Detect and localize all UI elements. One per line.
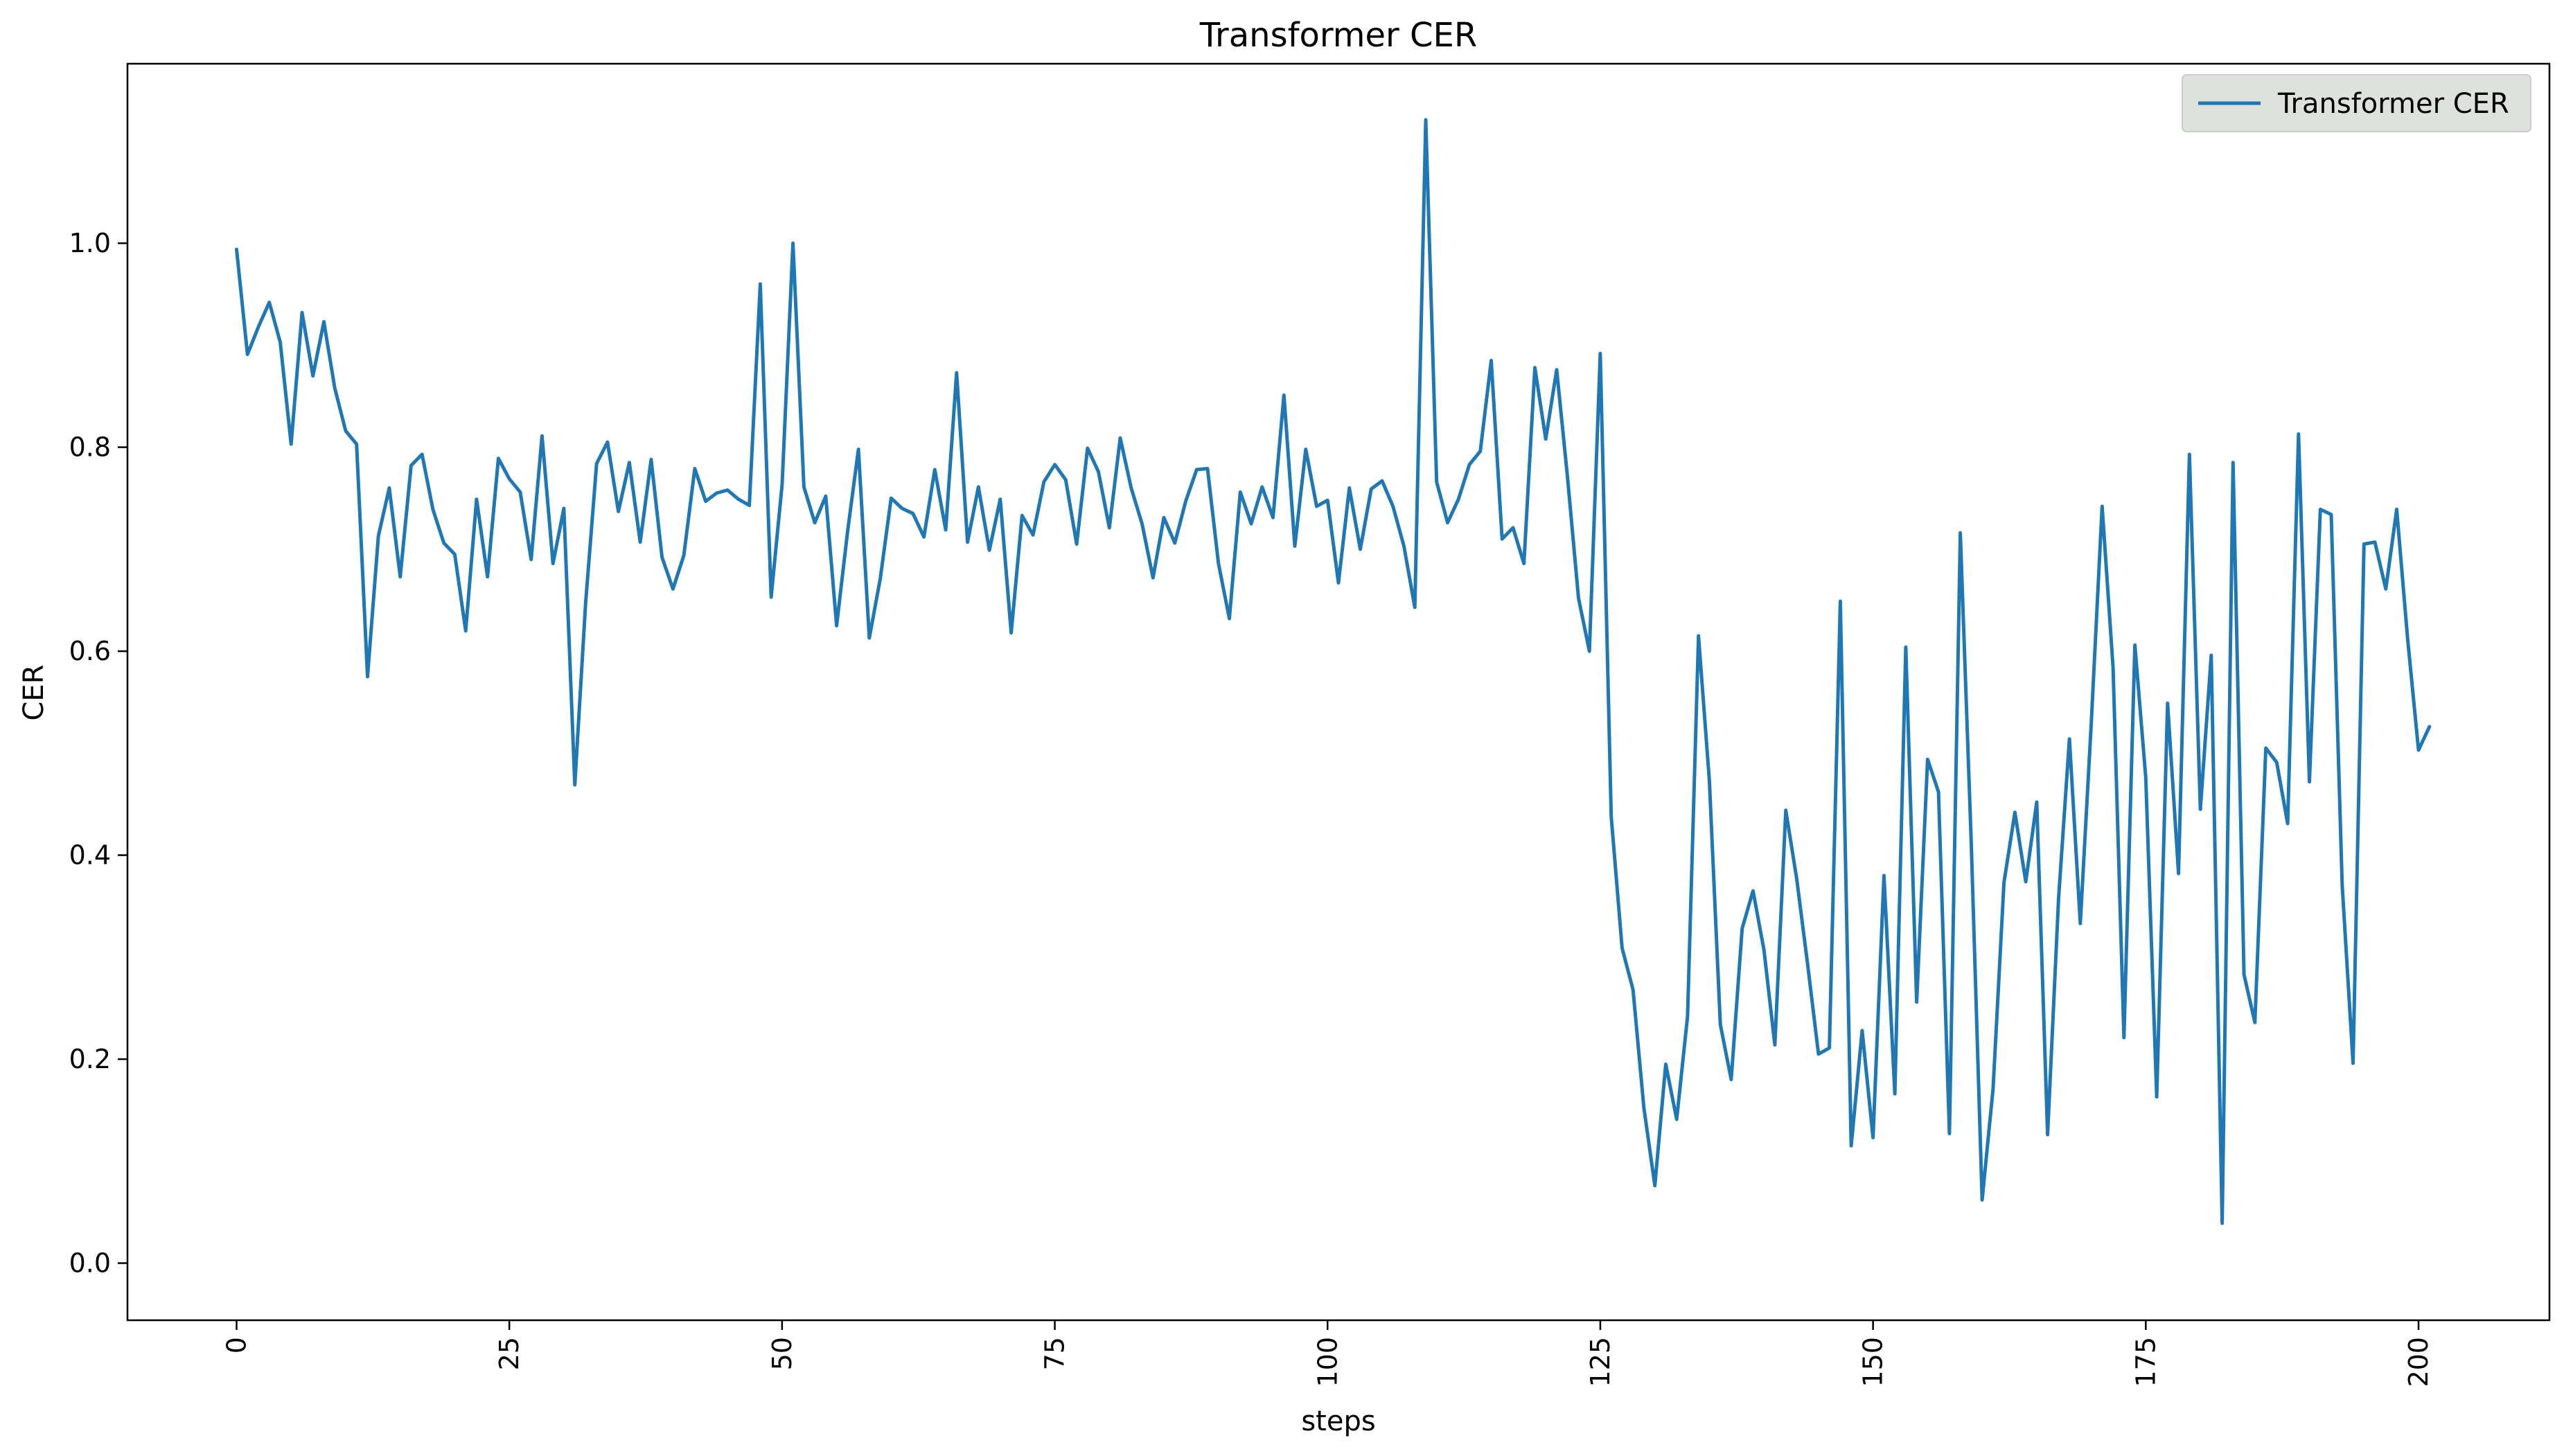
chart-title: Transformer CER xyxy=(1199,16,1477,55)
x-axis: 0 25 50 75 100 125 150 175 200 xyxy=(221,1320,2434,1387)
y-tick-label: 0.4 xyxy=(69,840,111,871)
x-tick-label: 175 xyxy=(2130,1337,2161,1387)
x-tick-label: 200 xyxy=(2403,1337,2434,1387)
x-tick-label: 75 xyxy=(1040,1337,1070,1370)
plot-area xyxy=(127,64,2549,1320)
series-layer xyxy=(235,118,2432,1225)
y-tick-label: 1.0 xyxy=(69,228,111,258)
x-tick-label: 0 xyxy=(221,1337,251,1353)
x-axis-label: steps xyxy=(1301,1405,1375,1437)
y-axis-label: CER xyxy=(18,665,50,721)
y-tick-label: 0.2 xyxy=(69,1044,111,1074)
y-tick-label: 0.0 xyxy=(69,1248,111,1279)
y-axis: 0.0 0.2 0.4 0.6 0.8 1.0 xyxy=(69,228,127,1279)
series-line xyxy=(235,118,2432,1225)
legend: Transformer CER xyxy=(2182,74,2531,132)
x-tick-label: 125 xyxy=(1585,1337,1616,1387)
plot-frame xyxy=(126,62,2551,1322)
x-tick-label: 100 xyxy=(1312,1337,1343,1387)
legend-entry: Transformer CER xyxy=(2277,88,2509,120)
legend-box xyxy=(2182,74,2531,132)
x-tick-label: 50 xyxy=(767,1337,797,1370)
x-tick-label: 150 xyxy=(1858,1337,1889,1387)
y-tick-label: 0.6 xyxy=(69,636,111,666)
y-tick-label: 0.8 xyxy=(69,432,111,463)
x-tick-label: 25 xyxy=(494,1337,524,1370)
